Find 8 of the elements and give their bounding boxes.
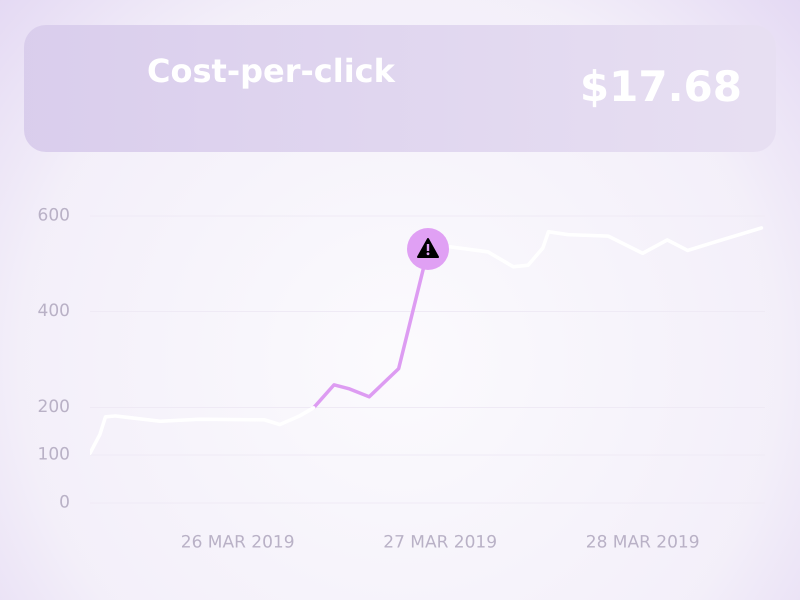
y-tick-label: 100 <box>38 444 70 465</box>
x-tick-label: 27 MAR 2019 <box>383 532 498 553</box>
y-tick-label: 400 <box>38 301 70 322</box>
x-tick-label: 26 MAR 2019 <box>180 532 295 553</box>
y-tick-label: 200 <box>38 396 70 417</box>
y-tick-label: 0 <box>59 492 70 512</box>
x-tick-label: 28 MAR 2019 <box>586 532 700 553</box>
y-tick-label: 600 <box>38 205 70 226</box>
